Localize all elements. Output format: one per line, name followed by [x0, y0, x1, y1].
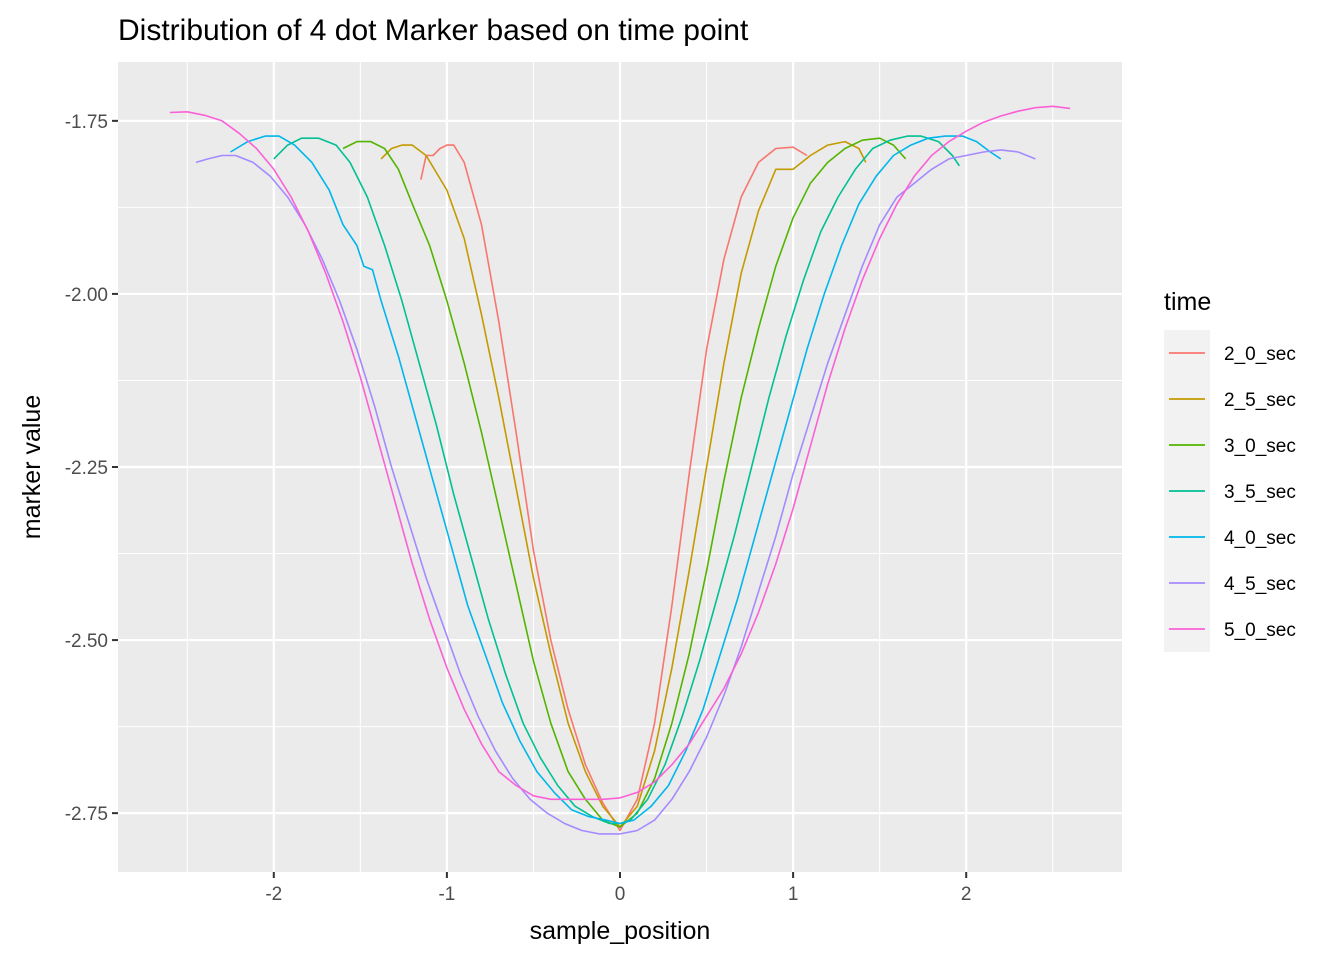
- legend-label-3_5_sec: 3_5_sec: [1224, 482, 1296, 503]
- grid-major: [118, 62, 1122, 872]
- legend-label-3_0_sec: 3_0_sec: [1224, 436, 1296, 457]
- legend-label-2_0_sec: 2_0_sec: [1224, 344, 1296, 365]
- series-lines: [169, 105, 1071, 835]
- x-axis-title: sample_position: [530, 917, 711, 945]
- chart-title: Distribution of 4 dot Marker based on ti…: [118, 14, 749, 47]
- series-line-3_0_sec: [342, 137, 907, 828]
- x-tick-label-4: 2: [961, 884, 972, 905]
- y-tick-label-0: -1.75: [65, 112, 108, 133]
- y-axis-title: marker value: [18, 395, 46, 540]
- x-tick-label-2: 0: [615, 884, 626, 905]
- legend: time 2_0_sec 2_5_sec 3_0_sec 3_5_sec 4_0_sec…: [1164, 288, 1296, 652]
- x-axis-ticks: -2 -1 0 1 2: [265, 872, 971, 905]
- legend-label-4_5_sec: 4_5_sec: [1224, 574, 1296, 595]
- x-tick-label-3: 1: [788, 884, 799, 905]
- y-tick-label-1: -2.00: [65, 285, 108, 306]
- series-line-4_0_sec: [230, 135, 1002, 825]
- legend-label-5_0_sec: 5_0_sec: [1224, 620, 1296, 641]
- y-tick-label-3: -2.50: [65, 631, 108, 652]
- y-tick-label-2: -2.25: [65, 458, 108, 479]
- legend-label-2_5_sec: 2_5_sec: [1224, 390, 1296, 411]
- series-line-4_5_sec: [195, 149, 1036, 835]
- y-tick-label-4: -2.75: [65, 804, 108, 825]
- y-axis-ticks: -1.75 -2.00 -2.25 -2.50 -2.75: [65, 112, 118, 825]
- x-tick-label-0: -2: [265, 884, 282, 905]
- legend-title: time: [1164, 288, 1211, 316]
- legend-label-4_0_sec: 4_0_sec: [1224, 528, 1296, 549]
- series-line-2_0_sec: [420, 144, 808, 832]
- x-tick-label-1: -1: [438, 884, 455, 905]
- series-line-5_0_sec: [169, 105, 1071, 801]
